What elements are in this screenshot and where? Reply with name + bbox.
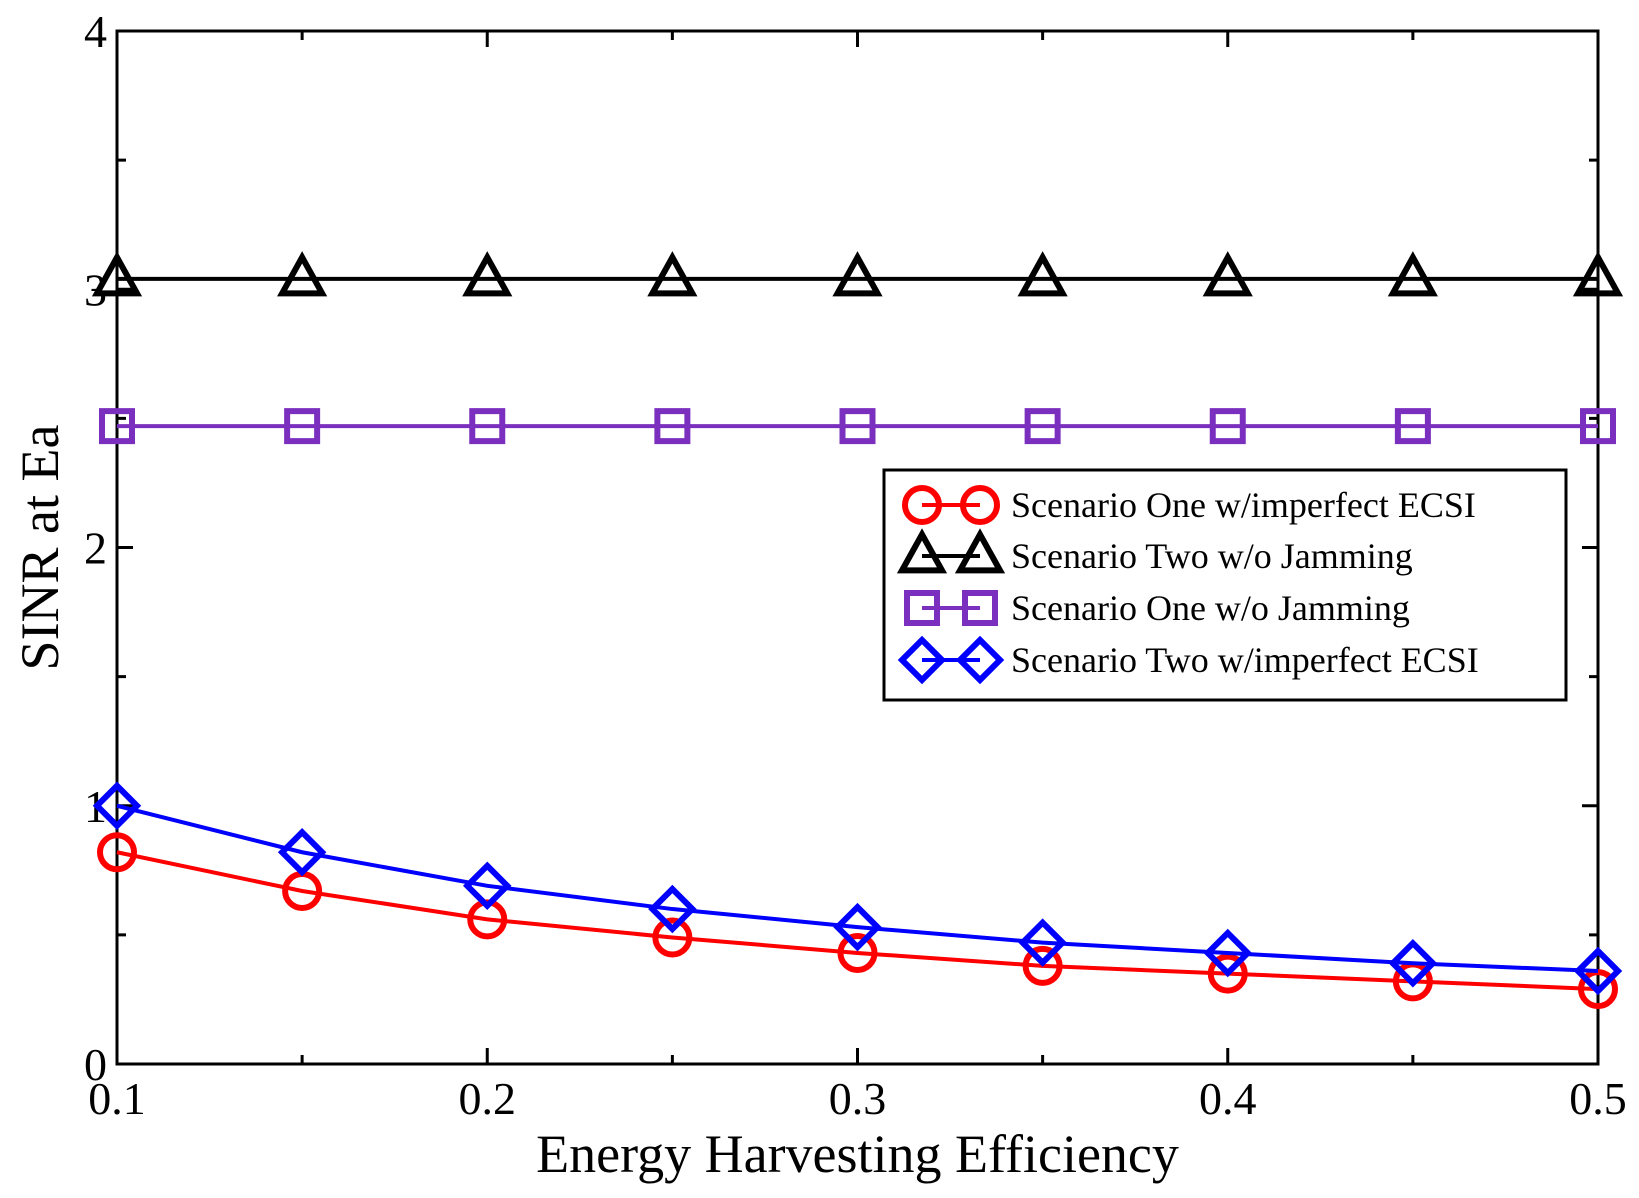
data-point-diamond (648, 884, 697, 934)
data-point-circle (837, 932, 878, 973)
legend-entry: Scenario Two w/imperfect ECSI (897, 635, 1479, 685)
data-point-diamond (1018, 918, 1067, 967)
data-point-triangle (647, 251, 698, 297)
legend-marker-square (962, 590, 998, 626)
data-point-square (1394, 408, 1431, 445)
data-point-square (1580, 408, 1616, 445)
data-point-diamond (277, 827, 327, 877)
y-tick-label: 4 (84, 6, 107, 57)
data-point-square (1024, 408, 1061, 445)
legend-marker-triangle (896, 528, 948, 574)
series-1 (91, 251, 1624, 297)
series-layer (91, 251, 1624, 1010)
data-point-triangle (1572, 251, 1624, 297)
data-point-triangle (91, 251, 143, 297)
y-tick-label: 2 (84, 523, 107, 574)
series-line (116, 850, 1599, 992)
data-point-square (99, 408, 135, 445)
x-tick-label: 0.3 (829, 1073, 887, 1124)
data-point-square (469, 408, 506, 445)
y-tick-label: 3 (84, 264, 107, 315)
data-point-diamond (833, 902, 882, 952)
data-point-diamond (1573, 946, 1623, 996)
x-tick-label: 0.5 (1569, 1073, 1627, 1124)
data-point-circle (1022, 945, 1063, 986)
legend-label: Scenario Two w/imperfect ECSI (1011, 640, 1479, 680)
data-point-diamond (1388, 939, 1438, 988)
data-point-diamond (463, 861, 512, 911)
legend-marker-circle (902, 485, 942, 525)
data-point-diamond (1203, 928, 1252, 978)
data-point-triangle (1017, 251, 1068, 297)
legend-entry: Scenario One w/imperfect ECSI (902, 485, 1476, 525)
y-tick-label: 0 (84, 1039, 107, 1090)
legend-marker-diamond (897, 635, 947, 685)
data-point-diamond (92, 781, 142, 830)
legend-entry: Scenario One w/o Jamming (904, 588, 1410, 628)
x-tick-label: 0.1 (88, 1073, 146, 1124)
data-point-triangle (1387, 251, 1438, 297)
series-0 (97, 832, 1618, 1010)
legend-marker-square (904, 590, 940, 626)
data-point-square (1209, 408, 1246, 445)
data-point-square (654, 408, 691, 445)
data-point-triangle (277, 251, 328, 297)
x-tick-label: 0.2 (459, 1073, 517, 1124)
data-point-triangle (1202, 251, 1253, 297)
legend-label: Scenario One w/imperfect ECSI (1011, 485, 1476, 525)
data-point-square (839, 408, 876, 445)
y-axis-title: SINR at Ea (10, 424, 70, 670)
series-3 (92, 781, 1623, 996)
data-point-circle (1578, 969, 1618, 1010)
data-point-circle (652, 917, 693, 958)
legend-marker-triangle (954, 528, 1006, 574)
x-axis-title: Energy Harvesting Efficiency (536, 1124, 1179, 1184)
data-point-triangle (462, 251, 513, 297)
data-point-triangle (832, 251, 883, 297)
legend-label: Scenario One w/o Jamming (1011, 588, 1410, 628)
data-point-circle (1207, 953, 1248, 994)
data-point-circle (97, 832, 137, 873)
legend: Scenario One w/imperfect ECSI Scenario Tw… (882, 468, 1568, 702)
legend-entry: Scenario Two w/o Jamming (896, 528, 1413, 576)
legend-marker-diamond (955, 635, 1005, 685)
series-line (116, 803, 1599, 974)
x-tick-label: 0.4 (1199, 1073, 1257, 1124)
data-point-square (284, 408, 321, 445)
legend-marker-circle (960, 485, 1000, 525)
series-2 (99, 408, 1616, 445)
legend-label: Scenario Two w/o Jamming (1011, 536, 1413, 576)
